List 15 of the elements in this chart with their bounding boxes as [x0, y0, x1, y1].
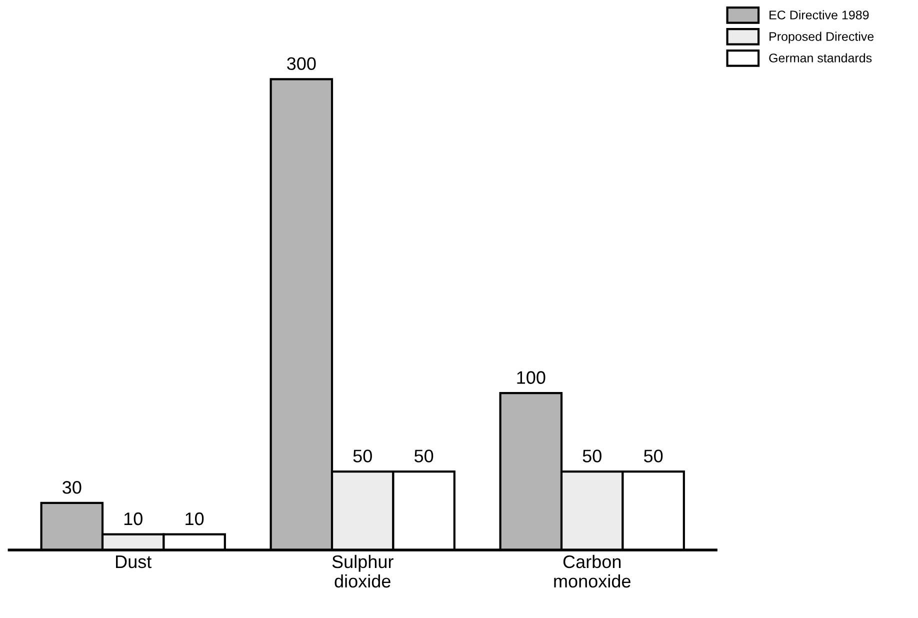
data-label: 50: [353, 450, 372, 462]
data-label: 50: [582, 450, 602, 462]
data-label: 30: [62, 481, 82, 494]
data-label: 50: [414, 450, 434, 462]
x-tick-label: Carbon monoxide: [554, 554, 630, 588]
data-label: 10: [124, 512, 142, 526]
data-label: 10: [186, 512, 204, 526]
legend-label: German standards: [769, 53, 872, 62]
legend-label: EC Directive 1989: [770, 10, 869, 20]
data-label: 50: [644, 450, 663, 462]
x-tick-label: Sulphur dioxide: [332, 554, 394, 588]
x-tick-label: Dust: [116, 556, 152, 568]
legend-label: Proposed Directive: [770, 32, 874, 44]
data-label: 300: [287, 57, 316, 70]
data-label: 100: [517, 371, 546, 384]
